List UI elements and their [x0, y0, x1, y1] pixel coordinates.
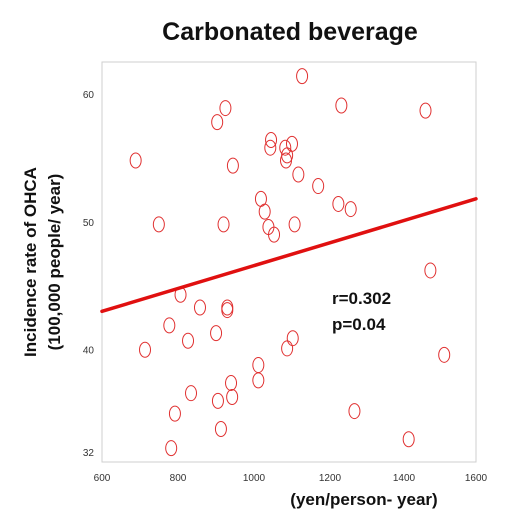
- y-tick-label: 40: [83, 346, 95, 357]
- data-point: [292, 166, 305, 183]
- data-point: [152, 216, 165, 233]
- data-point: [210, 325, 223, 342]
- chart-title: Carbonated beverage: [162, 18, 418, 46]
- data-point: [402, 431, 415, 448]
- data-point: [217, 216, 230, 233]
- data-point: [258, 203, 271, 220]
- data-point: [419, 102, 432, 119]
- data-point: [265, 132, 278, 149]
- x-tick-label: 1600: [465, 473, 488, 484]
- data-point: [424, 262, 437, 279]
- data-points: [129, 68, 451, 457]
- data-point: [225, 374, 238, 391]
- data-point: [288, 216, 301, 233]
- data-point: [252, 357, 265, 374]
- r-value-annotation: r=0.302: [332, 289, 391, 308]
- data-point: [348, 403, 361, 420]
- data-point: [281, 147, 294, 164]
- data-point: [268, 226, 281, 243]
- data-point: [264, 139, 277, 156]
- data-point: [286, 330, 299, 347]
- data-point: [139, 341, 152, 358]
- y-axis-label-line2: (100,000 people/ year): [45, 174, 64, 351]
- data-point: [226, 157, 239, 174]
- data-point: [332, 195, 345, 212]
- data-point: [344, 201, 357, 218]
- y-tick-label: 60: [83, 90, 95, 101]
- x-axis-ticks: 600 800 1000 1200 1400 1600: [94, 473, 488, 484]
- x-tick-label: 1200: [319, 473, 342, 484]
- data-point: [438, 346, 451, 363]
- data-point: [165, 440, 178, 457]
- data-point: [219, 100, 232, 117]
- y-axis-label: Incidence rate of OHCA (100,000 people/ …: [21, 167, 64, 357]
- y-axis-label-line1: Incidence rate of OHCA: [21, 167, 40, 357]
- data-point: [211, 114, 224, 131]
- x-tick-label: 800: [170, 473, 187, 484]
- x-tick-label: 1400: [393, 473, 416, 484]
- data-point: [221, 302, 234, 319]
- x-axis-label: (yen/person- year): [290, 490, 437, 509]
- x-tick-label: 600: [94, 473, 111, 484]
- data-point: [312, 178, 325, 195]
- data-point: [335, 97, 348, 114]
- data-point: [285, 135, 298, 152]
- regression-line: [100, 197, 478, 314]
- data-point: [182, 332, 195, 349]
- data-point: [296, 68, 309, 85]
- data-point: [211, 392, 224, 409]
- y-axis-ticks: 32 40 50 60: [83, 90, 95, 459]
- p-value-annotation: p=0.04: [332, 315, 386, 334]
- data-point: [214, 420, 227, 437]
- plot-area: [101, 61, 477, 463]
- data-point: [163, 317, 176, 334]
- data-point: [281, 340, 294, 357]
- data-point: [193, 299, 206, 316]
- y-tick-label: 50: [83, 218, 95, 229]
- data-point: [252, 372, 265, 389]
- data-point: [279, 139, 292, 156]
- data-point: [226, 389, 239, 406]
- x-tick-label: 1000: [243, 473, 266, 484]
- data-point: [168, 405, 181, 422]
- y-tick-label: 32: [83, 448, 95, 459]
- data-point: [185, 385, 198, 402]
- data-point: [129, 152, 142, 169]
